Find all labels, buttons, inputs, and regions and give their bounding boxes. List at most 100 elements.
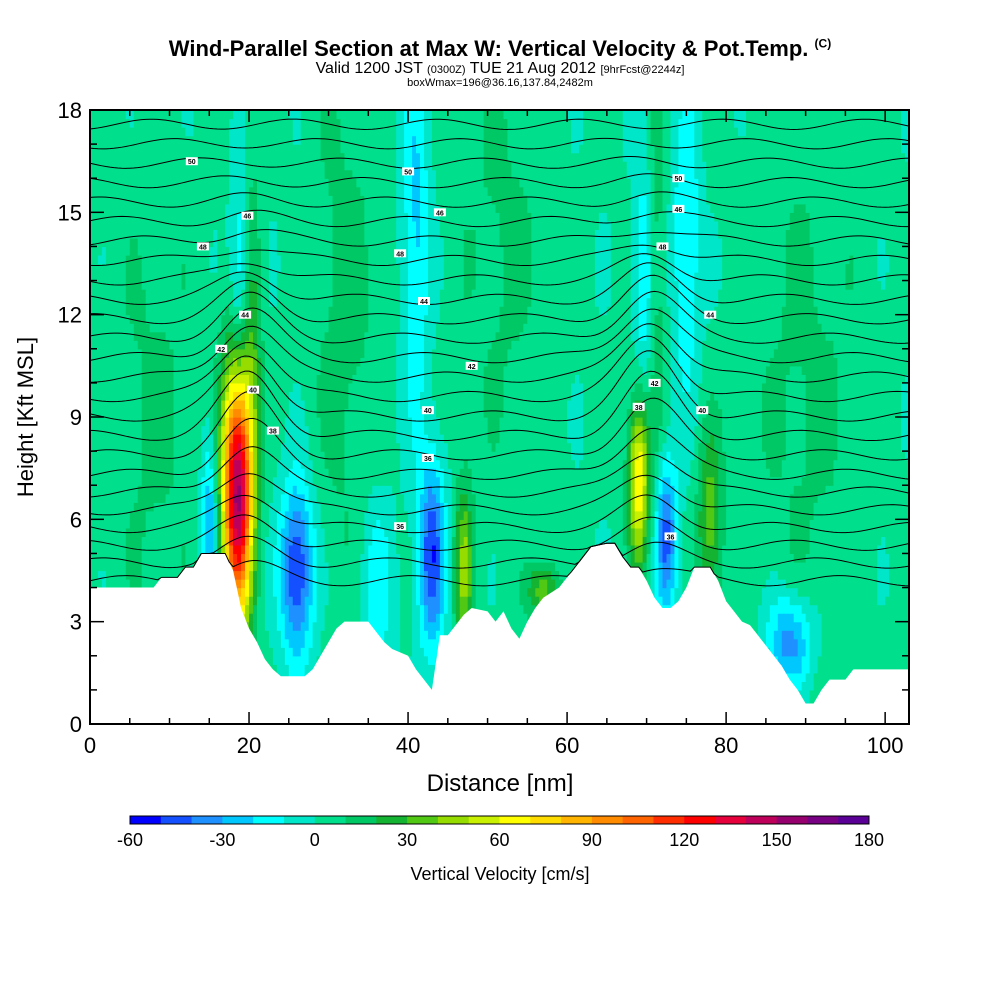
- field-cell: [408, 536, 413, 546]
- field-cell: [877, 604, 882, 614]
- field-cell: [873, 596, 878, 606]
- field-cell: [618, 527, 624, 537]
- field-cell: [292, 630, 298, 640]
- field-cell: [288, 630, 294, 640]
- field-cell: [555, 579, 560, 589]
- field-cell: [400, 621, 405, 631]
- field-cell: [813, 596, 819, 606]
- field-cell: [893, 536, 898, 546]
- field-cell: [340, 579, 346, 589]
- field-cell: [304, 621, 310, 631]
- field-cell: [730, 536, 735, 546]
- field-cell: [384, 536, 389, 546]
- field-cell: [245, 596, 250, 606]
- field-cell: [901, 655, 906, 665]
- field-cell: [356, 587, 361, 597]
- field-cell: [237, 570, 242, 580]
- field-cell: [419, 570, 425, 580]
- field-cell: [316, 630, 322, 640]
- field-cell: [256, 613, 262, 623]
- field-cell: [722, 519, 727, 529]
- field-cell: [825, 544, 831, 555]
- field-cell: [121, 519, 127, 529]
- field-cell: [769, 596, 775, 606]
- field-cell: [384, 570, 389, 580]
- field-cell: [268, 561, 274, 572]
- field-cell: [101, 519, 107, 529]
- field-cell: [654, 527, 660, 537]
- field-cell: [897, 570, 902, 580]
- field-cell: [718, 527, 723, 537]
- field-cell: [380, 570, 385, 580]
- field-cell: [253, 621, 258, 631]
- field-cell: [284, 621, 290, 631]
- field-cell: [905, 647, 909, 657]
- field-cell: [523, 596, 528, 606]
- field-cell: [364, 587, 369, 597]
- field-cell: [427, 570, 433, 580]
- field-cell: [300, 647, 306, 657]
- field-cell: [467, 604, 473, 614]
- field-cell: [408, 647, 413, 657]
- field-cell: [368, 613, 373, 623]
- field-cell: [813, 689, 819, 700]
- field-cell: [551, 553, 556, 563]
- field-cell: [324, 553, 330, 563]
- field-cell: [419, 613, 425, 623]
- field-cell: [427, 681, 433, 691]
- field-cell: [658, 587, 664, 597]
- field-cell: [582, 536, 588, 546]
- field-cell: [412, 647, 417, 657]
- field-cell: [209, 510, 214, 520]
- field-cell: [356, 604, 361, 614]
- field-cell: [746, 536, 751, 546]
- field-cell: [602, 519, 608, 529]
- field-cell: [388, 596, 393, 606]
- field-cell: [805, 561, 811, 572]
- field-cell: [268, 536, 274, 546]
- field-cell: [730, 587, 735, 597]
- field-cell: [618, 519, 624, 529]
- field-cell: [463, 527, 469, 537]
- field-cell: [718, 570, 723, 580]
- field-cell: [869, 664, 874, 674]
- field-cell: [829, 519, 835, 529]
- field-cell: [666, 596, 672, 606]
- field-cell: [559, 544, 564, 555]
- field-cell: [515, 544, 520, 555]
- field-cell: [897, 630, 902, 640]
- field-cell: [348, 604, 353, 614]
- field-cell: [511, 596, 517, 606]
- field-cell: [487, 596, 493, 606]
- field-cell: [161, 510, 167, 520]
- field-cell: [193, 510, 198, 520]
- field-cell: [869, 613, 874, 623]
- field-cell: [571, 553, 576, 563]
- field-cell: [229, 544, 234, 555]
- field-cell: [344, 604, 350, 614]
- field-cell: [308, 587, 314, 597]
- field-cell: [769, 613, 775, 623]
- field-cell: [777, 604, 783, 614]
- field-cell: [272, 527, 278, 537]
- field-cell: [845, 519, 850, 529]
- field-cell: [515, 553, 520, 563]
- field-cell: [372, 604, 377, 614]
- field-cell: [491, 544, 497, 555]
- field-cell: [431, 655, 437, 665]
- field-cell: [893, 596, 898, 606]
- field-cell: [121, 561, 127, 572]
- field-cell: [117, 570, 123, 580]
- field-cell: [157, 553, 163, 563]
- field-cell: [288, 621, 294, 631]
- field-cell: [785, 544, 791, 555]
- field-cell: [416, 587, 421, 597]
- field-cell: [905, 596, 909, 606]
- field-cell: [308, 544, 314, 555]
- field-cell: [423, 621, 429, 631]
- field-cell: [753, 561, 759, 572]
- field-cell: [666, 519, 672, 529]
- field-cell: [324, 630, 330, 640]
- field-cell: [531, 536, 536, 546]
- field-cell: [726, 536, 731, 546]
